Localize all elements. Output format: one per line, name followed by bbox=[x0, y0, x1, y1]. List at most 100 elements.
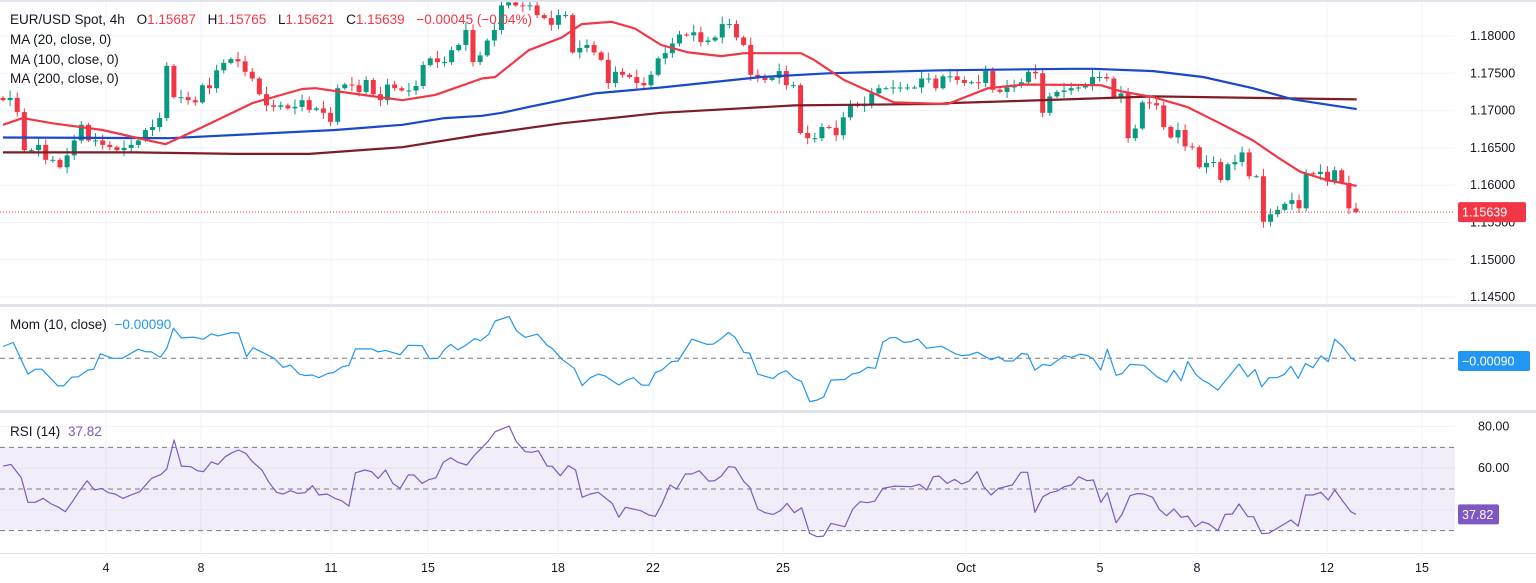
pane-separators[interactable] bbox=[0, 0, 1536, 554]
candle-body-down bbox=[370, 80, 376, 95]
candle-body-up bbox=[299, 100, 305, 107]
candle-body-down bbox=[85, 124, 91, 141]
candle-body-down bbox=[826, 127, 832, 129]
candle-body-down bbox=[57, 159, 63, 168]
candle-body-down bbox=[520, 5, 526, 7]
momentum-line bbox=[2, 315, 1357, 403]
moving-averages bbox=[2, 20, 1357, 187]
current-price-badge-bg bbox=[1458, 202, 1526, 223]
candle-body-down bbox=[1189, 146, 1195, 148]
candle-body-up bbox=[342, 84, 348, 89]
momentum-legend[interactable]: Mom (10, close) −0.00090 bbox=[10, 317, 171, 333]
candle-body-up bbox=[135, 140, 141, 145]
candle-body-down bbox=[762, 77, 768, 81]
candle-body-up bbox=[1047, 96, 1053, 113]
momentum-label: Mom (10, close) bbox=[10, 317, 107, 332]
candle-body-down bbox=[107, 144, 113, 148]
candle-body-down bbox=[399, 88, 405, 91]
candle-body-down bbox=[1339, 170, 1345, 183]
candle-body-down bbox=[570, 15, 576, 53]
ma200-line bbox=[3, 95, 1357, 155]
time-axis-border bbox=[0, 553, 1536, 554]
rsi-label: RSI (14) bbox=[10, 424, 61, 439]
candle-body-up bbox=[50, 159, 56, 161]
candle-body-down bbox=[605, 59, 611, 83]
ma200-legend[interactable]: MA (200, close, 0) bbox=[10, 71, 119, 86]
candle-body-up bbox=[1075, 87, 1081, 89]
ma20-line bbox=[2, 20, 1357, 187]
candle-body-down bbox=[620, 71, 626, 75]
candle-body-up bbox=[677, 34, 682, 44]
candle-body-down bbox=[1111, 78, 1117, 98]
candle-body-down bbox=[741, 37, 747, 45]
low-value: 1.15621 bbox=[285, 12, 335, 27]
candle-body-down bbox=[548, 18, 554, 25]
symbol-legend: EUR/USD Spot, 4h O1.15687 H1.15765 L1.15… bbox=[10, 12, 532, 28]
candle-body-up bbox=[1232, 162, 1238, 165]
candle-body-up bbox=[157, 118, 163, 128]
candle-body-up bbox=[477, 55, 483, 63]
rsi-legend[interactable]: RSI (14) 37.82 bbox=[10, 424, 102, 440]
candle-body-down bbox=[805, 132, 811, 139]
candle-body-up bbox=[93, 140, 99, 142]
rsi-value-badge: 37.82 bbox=[1462, 508, 1493, 522]
candle-body-up bbox=[705, 40, 711, 42]
candle-body-down bbox=[242, 61, 248, 72]
rsi-axis-label: 80.00 bbox=[1478, 420, 1509, 434]
candle-body-up bbox=[897, 87, 903, 89]
close-value: 1.15639 bbox=[355, 12, 405, 27]
rsi-value-badge-bg bbox=[1458, 504, 1499, 525]
candle-body-up bbox=[968, 82, 974, 84]
candle-body-down bbox=[185, 97, 191, 101]
candle-body-down bbox=[541, 15, 547, 19]
candle-body-down bbox=[641, 82, 647, 86]
price-axis-label: 1.17000 bbox=[1470, 104, 1515, 118]
candle-body-down bbox=[1182, 129, 1188, 147]
axes: 1.180001.175001.170001.165001.160001.155… bbox=[103, 29, 1530, 575]
candle-body-up bbox=[427, 58, 433, 66]
candle-body-down bbox=[1161, 105, 1167, 128]
low-label: L bbox=[277, 12, 286, 27]
indicator-lines bbox=[0, 211, 1455, 538]
candle-body-up bbox=[178, 97, 184, 99]
time-axis-label: Oct bbox=[956, 561, 976, 575]
candle-body-down bbox=[833, 127, 839, 136]
change-value: −0.00045 (−0.04%) bbox=[416, 12, 532, 27]
time-axis-label: 18 bbox=[551, 561, 565, 575]
candle-body-up bbox=[1253, 176, 1259, 178]
candle-body-up bbox=[1332, 170, 1338, 182]
rsi-axis-label: 60.00 bbox=[1478, 461, 1509, 475]
candle-body-down bbox=[976, 82, 982, 84]
candle-body-up bbox=[1139, 102, 1145, 129]
candle-body-down bbox=[798, 85, 804, 133]
candle-body-down bbox=[1325, 171, 1331, 182]
candle-body-down bbox=[1154, 103, 1160, 106]
momentum-value: −0.00090 bbox=[114, 317, 172, 332]
candle-body-down bbox=[591, 44, 597, 53]
candle-body-up bbox=[463, 30, 469, 45]
time-axis-label: 4 bbox=[103, 561, 110, 575]
symbol-title[interactable]: EUR/USD Spot, 4h bbox=[10, 12, 125, 27]
candle-body-up bbox=[563, 15, 569, 17]
candle-body-up bbox=[840, 117, 846, 136]
ma100-legend[interactable]: MA (100, close, 0) bbox=[10, 52, 119, 67]
ma100-line bbox=[2, 67, 1357, 140]
candle-body-down bbox=[1296, 200, 1302, 209]
candle-body-up bbox=[420, 65, 426, 86]
candle-body-down bbox=[598, 52, 604, 60]
candle-body-up bbox=[292, 106, 298, 109]
rsi-background-band bbox=[0, 447, 1455, 531]
ma20-legend[interactable]: MA (20, close, 0) bbox=[10, 32, 112, 47]
candle-body-up bbox=[1282, 203, 1288, 210]
candle-body-down bbox=[997, 89, 1003, 92]
candle-body-up bbox=[812, 138, 818, 140]
time-axis-label: 8 bbox=[198, 561, 205, 575]
candle-body-up bbox=[506, 2, 512, 6]
candle-body-up bbox=[983, 71, 989, 83]
candle-body-up bbox=[1054, 91, 1060, 97]
price-axis-label: 1.17500 bbox=[1470, 66, 1515, 80]
candle-body-down bbox=[1246, 152, 1252, 177]
candle-body-up bbox=[790, 85, 796, 87]
candle-body-down bbox=[349, 84, 355, 86]
